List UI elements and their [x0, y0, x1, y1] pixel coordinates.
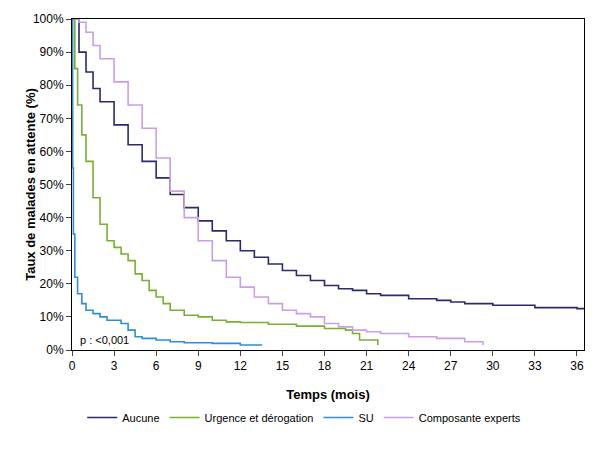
- svg-text:10%: 10%: [40, 310, 64, 324]
- svg-text:20%: 20%: [40, 277, 64, 291]
- svg-text:Urgence et dérogation: Urgence et dérogation: [205, 412, 314, 424]
- svg-text:Taux de malades en attente (%): Taux de malades en attente (%): [23, 88, 38, 281]
- svg-text:Temps (mois): Temps (mois): [286, 387, 370, 402]
- svg-text:Aucune: Aucune: [122, 412, 159, 424]
- svg-text:18: 18: [318, 359, 332, 373]
- svg-text:30%: 30%: [40, 244, 64, 258]
- svg-text:p : <0,001: p : <0,001: [80, 334, 129, 346]
- svg-text:0: 0: [69, 359, 76, 373]
- svg-text:60%: 60%: [40, 145, 64, 159]
- svg-text:24: 24: [402, 359, 416, 373]
- svg-text:21: 21: [360, 359, 374, 373]
- svg-text:40%: 40%: [40, 211, 64, 225]
- svg-text:Composante experts: Composante experts: [419, 412, 521, 424]
- svg-text:12: 12: [234, 359, 248, 373]
- svg-text:33: 33: [528, 359, 542, 373]
- svg-text:0%: 0%: [46, 343, 64, 357]
- svg-text:9: 9: [195, 359, 202, 373]
- svg-text:50%: 50%: [40, 178, 64, 192]
- svg-text:70%: 70%: [40, 112, 64, 126]
- svg-text:30: 30: [486, 359, 500, 373]
- svg-text:36: 36: [570, 359, 584, 373]
- svg-text:27: 27: [444, 359, 458, 373]
- svg-text:6: 6: [153, 359, 160, 373]
- svg-text:3: 3: [111, 359, 118, 373]
- svg-text:SU: SU: [358, 412, 373, 424]
- svg-text:100%: 100%: [33, 12, 64, 26]
- svg-text:90%: 90%: [40, 45, 64, 59]
- svg-text:80%: 80%: [40, 78, 64, 92]
- svg-text:15: 15: [276, 359, 290, 373]
